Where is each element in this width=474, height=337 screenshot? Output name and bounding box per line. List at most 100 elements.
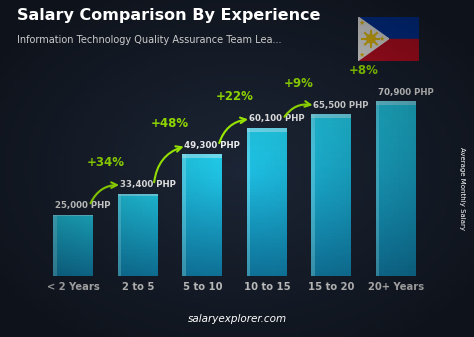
Bar xyxy=(311,209,351,212)
Bar xyxy=(247,224,287,227)
Circle shape xyxy=(367,35,375,43)
Bar xyxy=(376,215,416,218)
Bar xyxy=(182,256,222,258)
Bar xyxy=(182,264,222,266)
Bar xyxy=(311,163,351,166)
Bar xyxy=(54,231,93,232)
Bar xyxy=(311,131,351,133)
Bar xyxy=(54,221,93,222)
Bar xyxy=(311,231,351,233)
Text: 60,100 PHP: 60,100 PHP xyxy=(249,115,304,123)
Bar xyxy=(376,203,416,206)
Bar xyxy=(247,167,287,170)
Bar xyxy=(311,123,351,125)
Bar xyxy=(182,211,222,213)
Bar xyxy=(54,222,93,223)
Bar xyxy=(182,177,222,179)
Bar xyxy=(247,252,287,254)
Bar xyxy=(54,230,93,231)
Bar xyxy=(247,135,287,138)
Bar xyxy=(311,187,351,190)
Bar xyxy=(54,253,93,254)
Bar xyxy=(247,214,287,217)
Bar xyxy=(118,254,158,256)
Bar xyxy=(376,162,416,165)
Bar xyxy=(182,191,222,193)
Bar xyxy=(118,247,158,249)
Bar xyxy=(182,252,222,254)
Bar xyxy=(118,264,158,265)
Bar xyxy=(376,271,416,273)
Bar xyxy=(54,223,93,224)
Bar xyxy=(118,202,158,204)
Bar xyxy=(247,259,287,262)
Bar xyxy=(182,248,222,250)
Bar xyxy=(182,173,222,175)
Bar xyxy=(247,197,287,200)
Text: +34%: +34% xyxy=(87,156,125,169)
Bar xyxy=(311,217,351,220)
Bar xyxy=(118,258,158,260)
Bar xyxy=(376,139,416,142)
Bar xyxy=(376,273,416,276)
Bar xyxy=(247,274,287,276)
Bar xyxy=(247,264,287,267)
Bar xyxy=(247,190,287,192)
Bar xyxy=(376,268,416,271)
Bar xyxy=(118,201,158,202)
Bar xyxy=(182,160,222,163)
Bar xyxy=(311,241,351,244)
Bar xyxy=(54,243,93,244)
Bar xyxy=(54,265,93,266)
Bar xyxy=(311,198,351,201)
Bar xyxy=(247,242,287,244)
Bar xyxy=(376,238,416,241)
Bar xyxy=(376,209,416,212)
Bar xyxy=(54,258,93,259)
Bar xyxy=(118,270,158,271)
Bar xyxy=(118,249,158,250)
Text: 25,000 PHP: 25,000 PHP xyxy=(55,201,111,210)
Bar xyxy=(247,254,287,256)
Bar xyxy=(182,209,222,211)
Bar xyxy=(376,171,416,174)
Bar xyxy=(182,167,222,169)
Bar xyxy=(182,169,222,171)
Bar xyxy=(118,210,158,212)
Bar xyxy=(118,239,158,241)
Bar xyxy=(311,228,351,231)
Bar xyxy=(182,227,222,229)
Bar xyxy=(376,265,416,268)
Bar xyxy=(54,259,93,260)
Bar xyxy=(311,257,351,260)
Bar xyxy=(311,182,351,185)
Bar xyxy=(375,101,379,276)
Bar xyxy=(247,212,287,214)
Bar xyxy=(376,233,416,236)
Bar xyxy=(53,215,57,276)
Bar xyxy=(118,225,158,227)
Bar xyxy=(311,168,351,171)
Bar xyxy=(376,194,416,197)
Bar xyxy=(247,210,287,212)
Bar xyxy=(182,197,222,199)
Bar xyxy=(118,241,158,242)
Bar xyxy=(376,116,416,119)
Bar xyxy=(311,136,351,139)
Bar xyxy=(54,215,93,216)
Bar xyxy=(54,232,93,233)
Bar xyxy=(118,274,158,275)
Bar xyxy=(311,266,351,268)
Bar xyxy=(54,268,93,269)
Bar xyxy=(311,214,351,217)
Bar xyxy=(376,236,416,238)
Bar xyxy=(54,225,93,226)
Bar xyxy=(247,145,287,148)
Bar xyxy=(311,174,351,177)
Bar xyxy=(247,237,287,239)
Bar xyxy=(54,215,93,216)
Polygon shape xyxy=(358,17,419,39)
Bar xyxy=(311,204,351,206)
Bar xyxy=(54,254,93,255)
Bar xyxy=(311,212,351,214)
